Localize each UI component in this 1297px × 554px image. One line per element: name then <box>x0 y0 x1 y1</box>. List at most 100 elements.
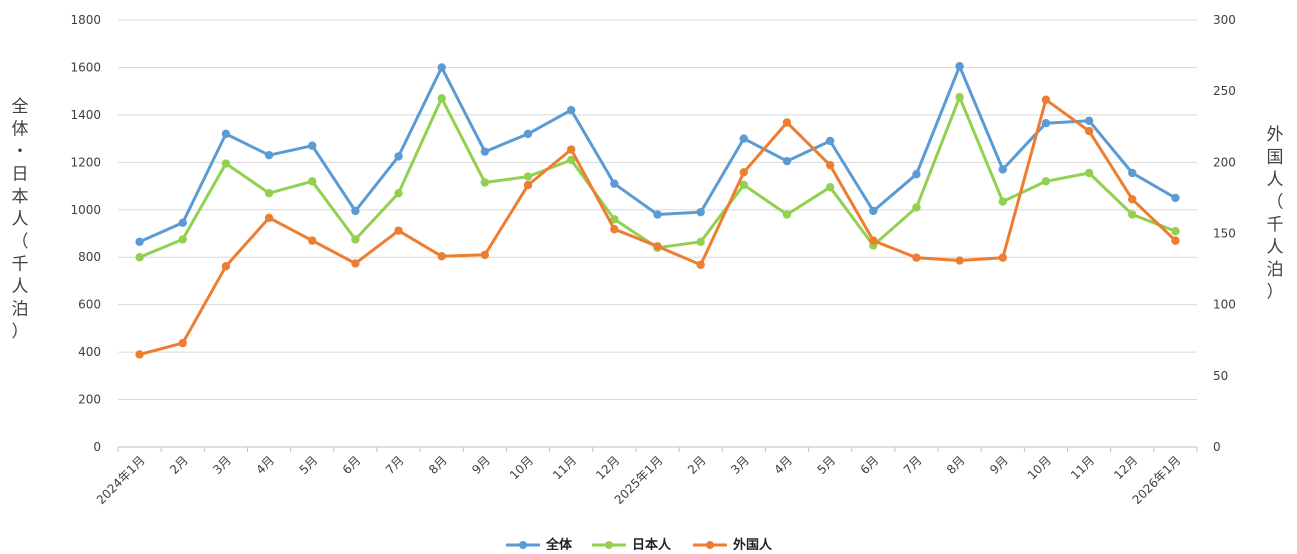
data-point <box>653 242 662 251</box>
x-tick-label: 4月 <box>253 453 277 477</box>
x-tick-label: 10月 <box>1025 453 1054 482</box>
data-point <box>955 256 964 265</box>
data-point <box>869 236 878 245</box>
x-tick-label: 8月 <box>426 453 450 477</box>
data-point <box>1128 168 1137 178</box>
data-point <box>610 225 619 234</box>
data-point <box>1171 193 1180 203</box>
left-tick-label: 1000 <box>70 203 101 217</box>
data-point <box>394 226 403 235</box>
right-tick-label: 100 <box>1213 298 1236 312</box>
data-point <box>135 350 144 359</box>
data-point <box>523 180 533 190</box>
left-tick-label: 1800 <box>70 13 101 27</box>
data-point <box>1171 226 1180 236</box>
data-point <box>610 179 619 188</box>
left-tick-label: 400 <box>78 345 101 359</box>
x-tick-label: 9月 <box>987 453 1011 477</box>
data-point <box>178 338 187 348</box>
left-tick-label: 600 <box>78 298 101 312</box>
data-point <box>523 129 533 139</box>
data-point <box>437 63 446 72</box>
data-point <box>351 259 360 268</box>
x-tick-label: 10月 <box>507 453 536 482</box>
x-tick-label: 11月 <box>550 453 579 482</box>
data-point <box>653 210 662 219</box>
data-point <box>351 235 360 244</box>
data-point <box>825 160 835 170</box>
data-point <box>1084 168 1094 178</box>
x-tick-label: 8月 <box>944 453 968 477</box>
x-tick-label: 11月 <box>1068 453 1097 482</box>
data-point <box>912 169 921 179</box>
data-point <box>1084 126 1094 136</box>
left-axis-title: 全体・日本人（千人泊） <box>12 97 29 342</box>
x-tick-label: 2月 <box>167 453 191 477</box>
data-point <box>523 172 533 181</box>
right-tick-label: 0 <box>1213 440 1221 454</box>
data-point <box>308 236 317 245</box>
data-point <box>825 183 835 192</box>
data-point <box>135 237 144 247</box>
x-tick-label: 2024年1月 <box>94 453 148 507</box>
right-tick-label: 250 <box>1213 84 1236 98</box>
left-tick-label: 200 <box>78 393 101 407</box>
data-point <box>998 197 1007 206</box>
data-point <box>264 188 274 198</box>
right-tick-label: 50 <box>1213 369 1228 383</box>
legend-label: 外国人 <box>732 537 773 550</box>
data-point <box>308 141 317 150</box>
x-tick-label: 3月 <box>728 453 752 477</box>
left-tick-label: 1600 <box>70 60 101 74</box>
x-tick-label: 5月 <box>297 453 321 477</box>
series-lines <box>135 62 1180 359</box>
right-tick-label: 300 <box>1213 13 1236 27</box>
data-point <box>998 165 1007 174</box>
data-point <box>782 156 792 166</box>
data-point <box>437 252 446 261</box>
data-point <box>1041 118 1051 128</box>
x-tick-label: 3月 <box>210 453 234 477</box>
data-point <box>308 177 317 186</box>
data-point <box>782 210 792 219</box>
data-point <box>566 105 576 115</box>
data-point <box>1128 195 1137 204</box>
x-tick-label: 6月 <box>340 453 364 477</box>
data-point <box>1041 95 1051 104</box>
data-point <box>696 207 705 217</box>
data-point <box>1171 236 1180 245</box>
data-point <box>696 237 705 247</box>
data-point <box>739 180 749 190</box>
data-point <box>480 147 490 156</box>
data-point <box>351 206 360 216</box>
right-axis: 0 50 100 150 200 250 300 <box>1213 13 1236 454</box>
data-point <box>739 134 749 143</box>
x-tick-label: 12月 <box>593 453 622 482</box>
left-tick-label: 1200 <box>70 155 101 169</box>
data-point <box>610 215 619 224</box>
x-tick-label: 4月 <box>771 453 795 477</box>
data-point <box>998 253 1007 262</box>
legend: 全体 日本人 外国人 <box>506 537 773 553</box>
legend-marker <box>605 541 613 549</box>
data-point <box>264 213 274 223</box>
x-tick-label: 12月 <box>1111 453 1140 482</box>
data-point <box>955 92 964 102</box>
right-axis-title: 外国人（千人泊） <box>1267 125 1284 303</box>
data-point <box>221 262 231 271</box>
data-point <box>955 62 964 71</box>
x-tick-label: 6月 <box>858 453 882 477</box>
data-point <box>394 188 403 198</box>
legend-marker <box>706 541 714 549</box>
x-tick-label: 2月 <box>685 453 709 477</box>
data-point <box>1041 177 1051 186</box>
data-point <box>1128 210 1137 219</box>
data-point <box>437 94 446 103</box>
data-point <box>480 250 490 260</box>
right-tick-label: 200 <box>1213 155 1236 169</box>
x-tick-label: 7月 <box>383 453 407 477</box>
data-point <box>912 253 921 262</box>
